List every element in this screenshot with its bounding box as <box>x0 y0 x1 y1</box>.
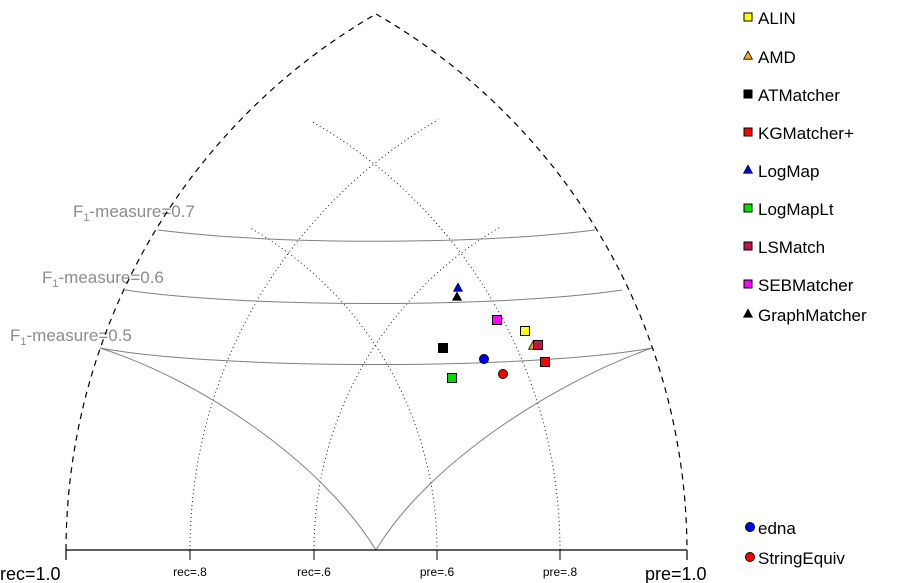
legend-marker <box>742 308 754 318</box>
base-tick-label: pre=.8 <box>543 565 578 579</box>
data-point <box>492 315 502 325</box>
f1-curves: F1-measure=0.5 F1-measure=0.6 F1-measure=0… <box>10 202 653 551</box>
legend-marker <box>743 203 753 213</box>
data-point <box>540 357 550 367</box>
legend-label: ATMatcher <box>758 86 840 105</box>
f1-curve-label: F1-measure=0.6 <box>42 268 164 290</box>
data-point <box>447 373 457 383</box>
f1-lower-curve-left <box>99 347 377 551</box>
f1-curve <box>124 289 623 304</box>
data-point <box>533 340 543 350</box>
legend-marker <box>743 127 753 137</box>
data-point <box>498 369 508 379</box>
corner-label-right: pre=1.0 <box>645 564 707 583</box>
legend-label: AMD <box>758 48 796 67</box>
legend-marker <box>742 164 754 174</box>
data-point <box>438 343 448 353</box>
base-tick-label: rec=.8 <box>173 565 207 579</box>
f1-lower-curve-right <box>375 347 653 551</box>
legend-marker <box>745 522 755 532</box>
legend-label: StringEquiv <box>758 549 845 568</box>
legend-marker <box>743 89 753 99</box>
legend-label: SEBMatcher <box>758 276 854 295</box>
triangle-frame <box>65 13 688 560</box>
grid-layer <box>189 119 561 551</box>
grid-arc-precision <box>251 228 438 551</box>
base-tick-label: rec=.6 <box>297 565 331 579</box>
grid-arc-precision <box>312 121 561 551</box>
data-point <box>520 326 530 336</box>
outer-arc-left <box>65 13 377 551</box>
legend-label: LSMatch <box>758 238 825 257</box>
grid-arc-recall <box>313 226 501 551</box>
legend-marker <box>745 552 755 562</box>
legend-marker <box>742 50 754 60</box>
legend-label: ALIN <box>758 9 796 28</box>
data-point <box>452 282 464 292</box>
legend-label: LogMapLt <box>758 200 834 219</box>
data-point <box>451 291 463 301</box>
corner-label-left: rec=1.0 <box>0 564 61 583</box>
legend-label: LogMap <box>758 162 819 181</box>
legend-label: GraphMatcher <box>758 306 867 325</box>
data-point <box>479 354 489 364</box>
legend-label: KGMatcher+ <box>758 124 854 143</box>
legend-marker <box>743 12 753 22</box>
f1-curve-label: F1-measure=0.7 <box>73 202 195 224</box>
legend-marker <box>743 279 753 289</box>
f1-curve <box>157 229 596 242</box>
legend-label: edna <box>758 519 796 538</box>
grid-arc-recall <box>189 119 439 551</box>
data-points <box>438 282 550 383</box>
legend-marker <box>743 241 753 251</box>
outer-arc-right <box>375 13 688 551</box>
base-ticks: rec=.8 rec=.6 pre=.6 pre=.8 rec=1.0 pre=1.0 <box>0 550 707 583</box>
f1-curve <box>99 347 653 365</box>
f1-curve-label: F1-measure=0.5 <box>10 326 132 348</box>
legend: ALIN AMD ATMatcher KGMatcher+ LogMap LogMapLt… <box>742 9 867 568</box>
base-tick-label: pre=.6 <box>420 565 455 579</box>
